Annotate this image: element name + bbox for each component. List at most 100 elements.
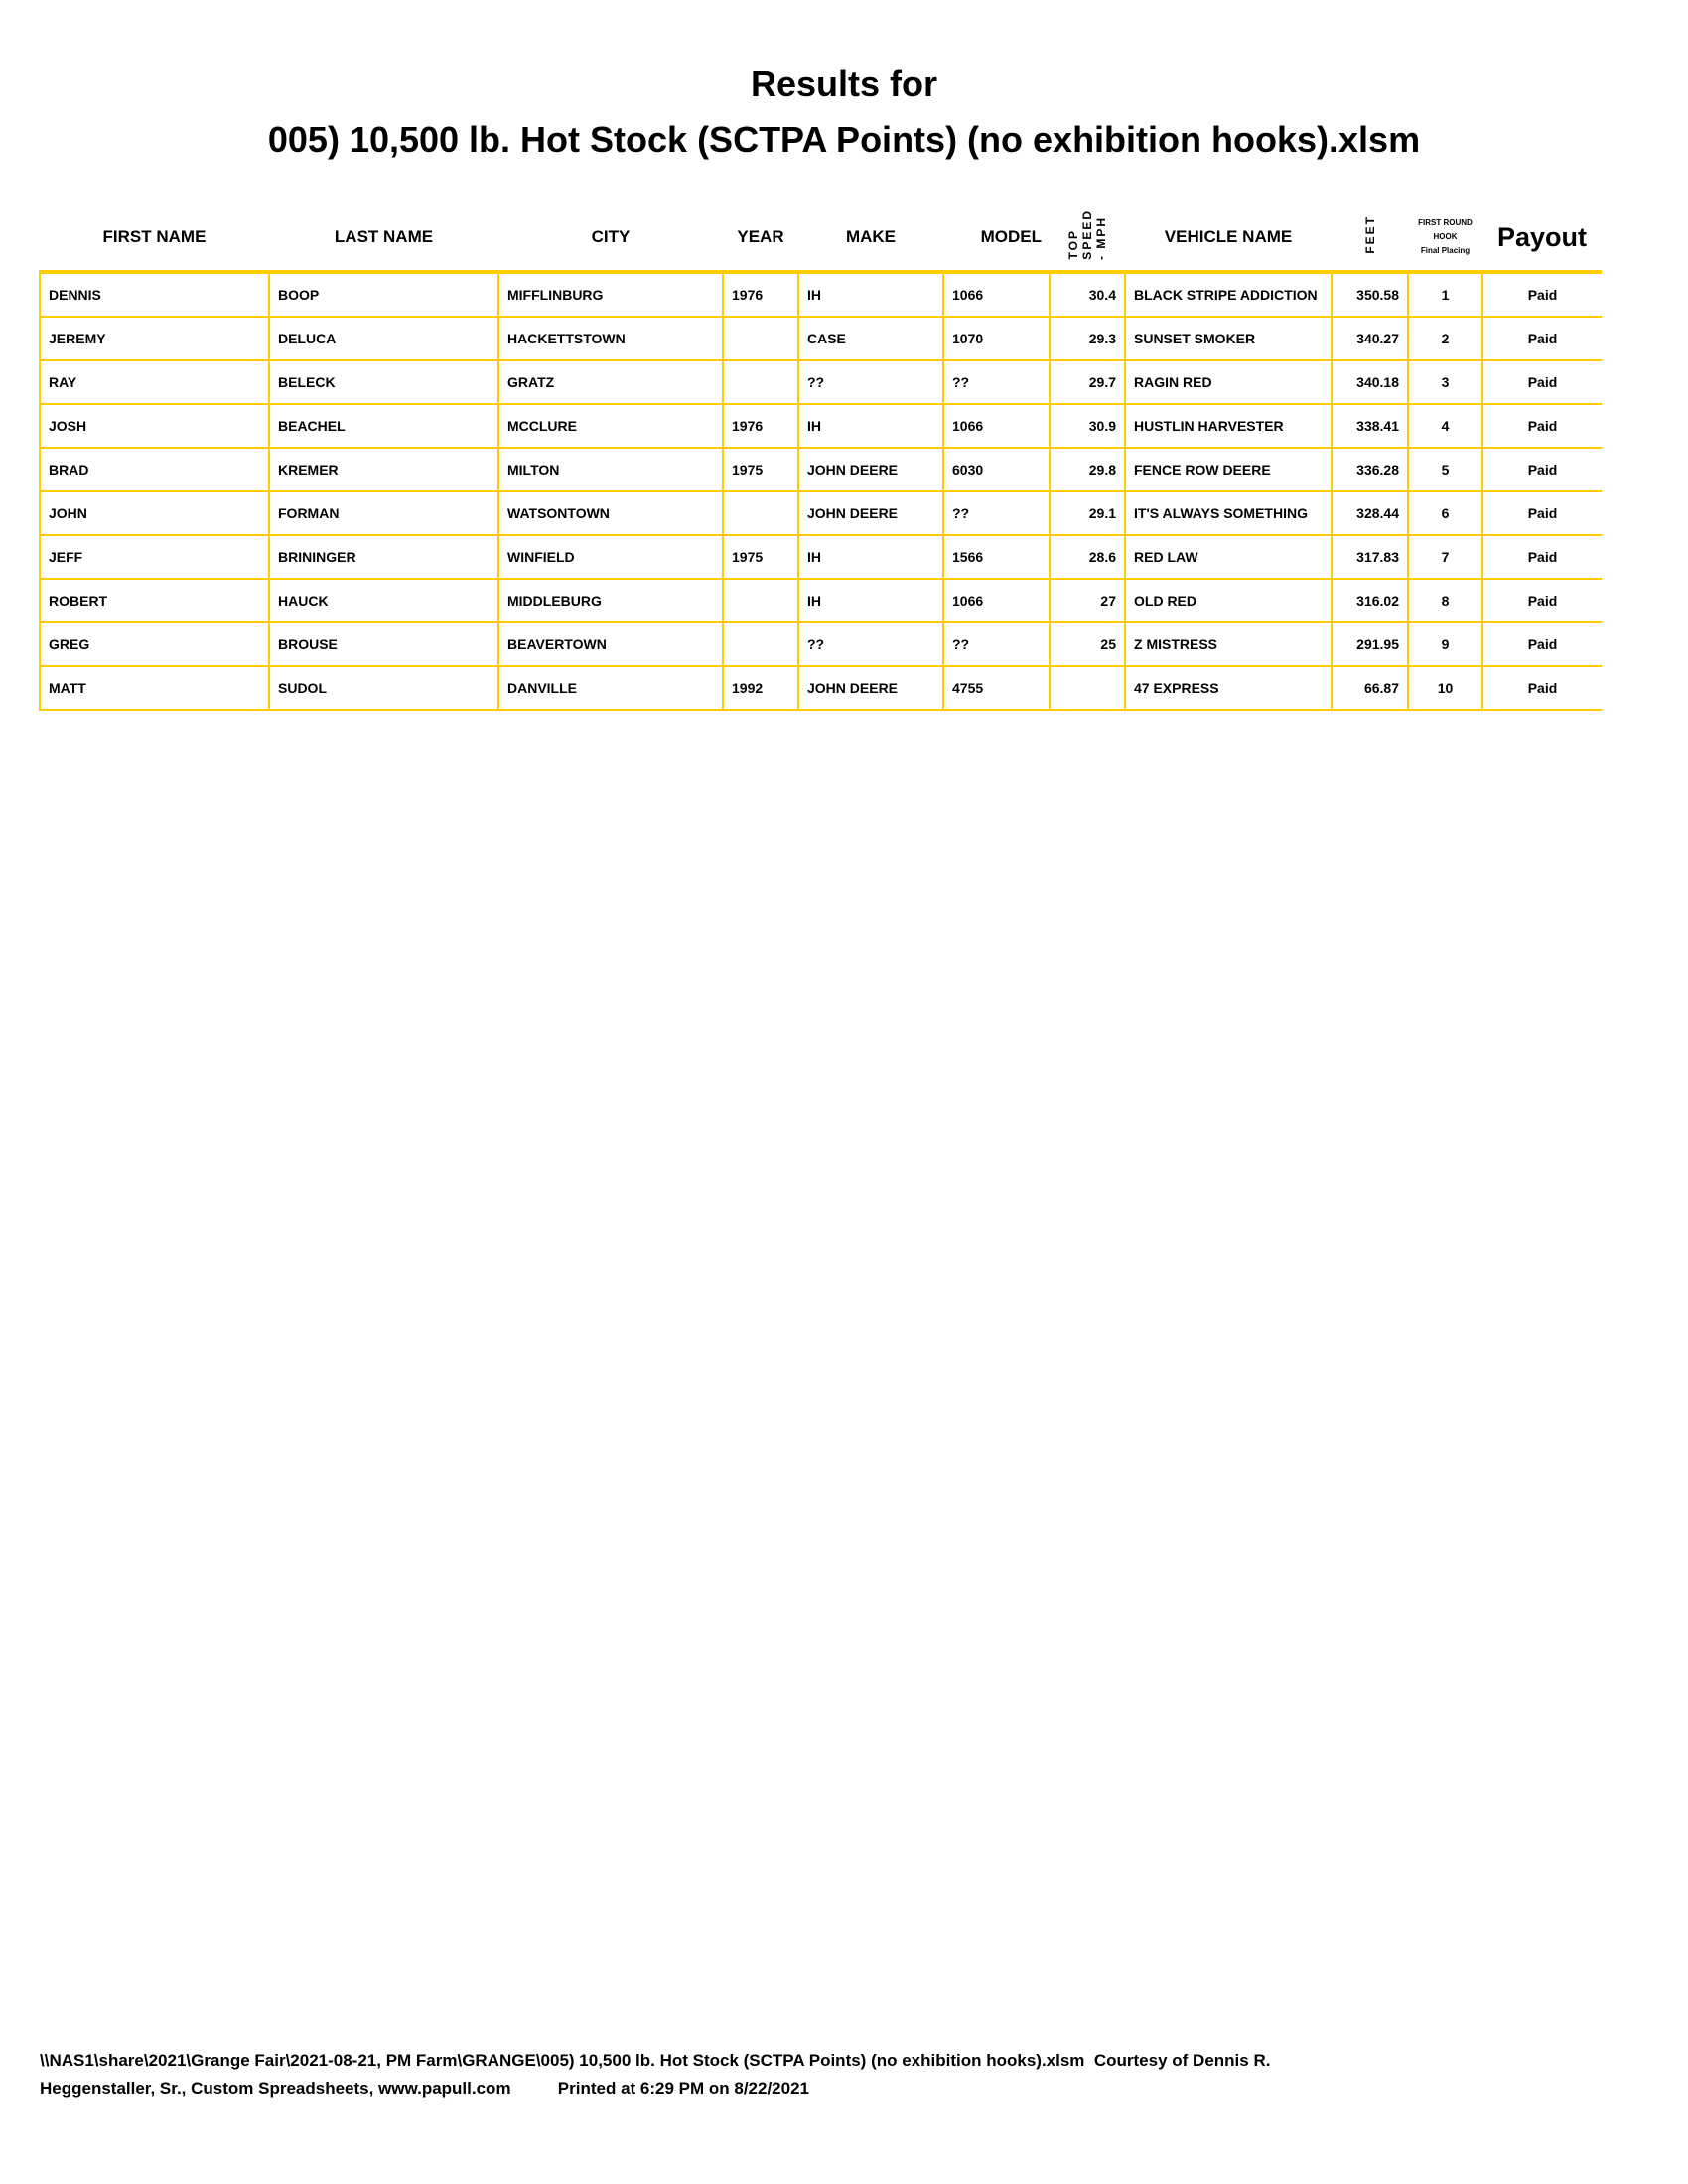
cell-payout: Paid bbox=[1481, 490, 1602, 536]
header-top-speed-2: SPEED bbox=[1080, 209, 1094, 260]
cell-year: 1975 bbox=[722, 534, 799, 580]
cell-speed: 29.8 bbox=[1049, 447, 1126, 492]
cell-year bbox=[722, 316, 799, 361]
cell-year: 1976 bbox=[722, 270, 799, 318]
cell-feet: 340.27 bbox=[1331, 316, 1409, 361]
cell-year bbox=[722, 490, 799, 536]
cell-payout: Paid bbox=[1481, 447, 1602, 492]
cell-speed: 27 bbox=[1049, 578, 1126, 623]
cell-first: RAY bbox=[39, 359, 270, 405]
cell-make: IH bbox=[797, 270, 944, 318]
cell-year bbox=[722, 621, 799, 667]
cell-last: BOOP bbox=[268, 270, 499, 318]
cell-model: 1066 bbox=[942, 403, 1051, 449]
cell-model: 1066 bbox=[942, 270, 1051, 318]
cell-model: 1066 bbox=[942, 578, 1051, 623]
cell-first: JOHN bbox=[39, 490, 270, 536]
cell-vehicle: RAGIN RED bbox=[1124, 359, 1333, 405]
cell-city: DANVILLE bbox=[497, 665, 724, 711]
cell-payout: Paid bbox=[1481, 403, 1602, 449]
cell-place: 6 bbox=[1407, 490, 1483, 536]
table-row: RAY BELECK GRATZ???? 29.7 RAGIN RED 340.18 3 Pa… bbox=[39, 359, 1602, 405]
cell-feet: 291.95 bbox=[1331, 621, 1409, 667]
header-vehicle-name: VEHICLE NAME bbox=[1164, 227, 1293, 246]
cell-city: BEAVERTOWN bbox=[497, 621, 724, 667]
cell-city: MCCLURE bbox=[497, 403, 724, 449]
cell-speed: 29.3 bbox=[1049, 316, 1126, 361]
table-row: MATT SUDOL DANVILLE 1992 JOHN DEERE 4755 47 EX… bbox=[39, 665, 1602, 711]
cell-first: DENNIS bbox=[39, 270, 270, 318]
header-make: MAKE bbox=[845, 227, 897, 246]
cell-make: IH bbox=[797, 403, 944, 449]
cell-first: BRAD bbox=[39, 447, 270, 492]
cell-first: GREG bbox=[39, 621, 270, 667]
cell-year: 1976 bbox=[722, 403, 799, 449]
header-first-name: FIRST NAME bbox=[102, 227, 207, 246]
cell-city: HACKETTSTOWN bbox=[497, 316, 724, 361]
cell-feet: 328.44 bbox=[1331, 490, 1409, 536]
cell-city: MILTON bbox=[497, 447, 724, 492]
cell-vehicle: 47 EXPRESS bbox=[1124, 665, 1333, 711]
header-placing: FIRST ROUND HOOK Final Placing bbox=[1408, 205, 1482, 272]
cell-payout: Paid bbox=[1481, 621, 1602, 667]
cell-place: 1 bbox=[1407, 270, 1483, 318]
cell-place: 5 bbox=[1407, 447, 1483, 492]
table-row: ROBERT HAUCK MIDDLEBURG IH 1066 27 OLD RED 316.… bbox=[39, 578, 1602, 623]
cell-make: JOHN DEERE bbox=[797, 665, 944, 711]
cell-speed: 29.7 bbox=[1049, 359, 1126, 405]
cell-first: JEFF bbox=[39, 534, 270, 580]
cell-first: JOSH bbox=[39, 403, 270, 449]
footer-path: \\NAS1\share\2021\Grange Fair\2021-08-21… bbox=[40, 2051, 1271, 2070]
table-row: DENNIS BOOP MIFFLINBURG 1976 IH 1066 30.4 BLACK… bbox=[39, 270, 1602, 318]
cell-vehicle: FENCE ROW DEERE bbox=[1124, 447, 1333, 492]
table-row: BRAD KREMER MILTON 1975 JOHN DEERE 6030 29.8 FE… bbox=[39, 447, 1602, 492]
cell-speed: 28.6 bbox=[1049, 534, 1126, 580]
table-row: GREG BROUSE BEAVERTOWN???? 25 Z MISTRESS 291.… bbox=[39, 621, 1602, 667]
results-table: FIRST NAME LAST NAME CITY YEAR MAKE MODE… bbox=[39, 205, 1602, 711]
cell-last: FORMAN bbox=[268, 490, 499, 536]
cell-city: GRATZ bbox=[497, 359, 724, 405]
cell-first: ROBERT bbox=[39, 578, 270, 623]
cell-place: 3 bbox=[1407, 359, 1483, 405]
cell-payout: Paid bbox=[1481, 578, 1602, 623]
cell-last: SUDOL bbox=[268, 665, 499, 711]
footer-credit: Heggenstaller, Sr., Custom Spreadsheets,… bbox=[40, 2079, 810, 2098]
cell-model: ?? bbox=[942, 359, 1051, 405]
header-year: YEAR bbox=[737, 227, 784, 246]
cell-speed: 25 bbox=[1049, 621, 1126, 667]
cell-payout: Paid bbox=[1481, 534, 1602, 580]
cell-first: MATT bbox=[39, 665, 270, 711]
table-row: JOHN FORMAN WATSONTOWN JOHN DEERE?? 29.1 IT'S… bbox=[39, 490, 1602, 536]
cell-make: IH bbox=[797, 534, 944, 580]
cell-make: ?? bbox=[797, 621, 944, 667]
cell-model: 1070 bbox=[942, 316, 1051, 361]
cell-place: 2 bbox=[1407, 316, 1483, 361]
cell-payout: Paid bbox=[1481, 270, 1602, 318]
header-top-speed: TOPSPEED- MPH bbox=[1050, 205, 1125, 272]
cell-feet: 350.58 bbox=[1331, 270, 1409, 318]
cell-model: 4755 bbox=[942, 665, 1051, 711]
cell-place: 7 bbox=[1407, 534, 1483, 580]
cell-speed: 30.9 bbox=[1049, 403, 1126, 449]
cell-feet: 336.28 bbox=[1331, 447, 1409, 492]
cell-model: 1566 bbox=[942, 534, 1051, 580]
header-feet-label: FEET bbox=[1362, 215, 1377, 254]
cell-city: MIFFLINBURG bbox=[497, 270, 724, 318]
cell-last: BRININGER bbox=[268, 534, 499, 580]
cell-last: BELECK bbox=[268, 359, 499, 405]
cell-year bbox=[722, 578, 799, 623]
cell-speed bbox=[1049, 665, 1126, 711]
header-top-speed-3: - MPH bbox=[1094, 215, 1108, 260]
header-payout: Payout bbox=[1496, 221, 1588, 252]
cell-year: 1975 bbox=[722, 447, 799, 492]
cell-make: JOHN DEERE bbox=[797, 490, 944, 536]
cell-model: ?? bbox=[942, 621, 1051, 667]
cell-payout: Paid bbox=[1481, 316, 1602, 361]
cell-speed: 30.4 bbox=[1049, 270, 1126, 318]
header-feet: FEET bbox=[1332, 205, 1408, 272]
cell-place: 4 bbox=[1407, 403, 1483, 449]
cell-payout: Paid bbox=[1481, 359, 1602, 405]
header-placing-2: HOOK bbox=[1433, 232, 1458, 241]
cell-vehicle: SUNSET SMOKER bbox=[1124, 316, 1333, 361]
cell-feet: 316.02 bbox=[1331, 578, 1409, 623]
